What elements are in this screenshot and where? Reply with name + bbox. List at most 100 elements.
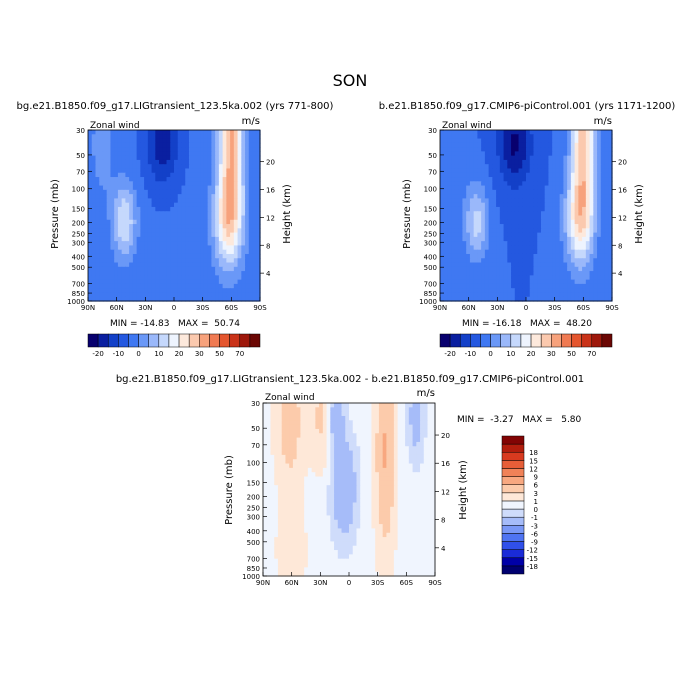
panel-lig-field-cell [117, 292, 123, 298]
panel-lig-field-cell [196, 130, 201, 135]
panel-diff-field-cell [423, 446, 429, 452]
panel-lig-field-cell [207, 236, 212, 242]
panel-control-field-cell [462, 279, 467, 285]
panel-control-field-cell [443, 159, 449, 165]
panel-control-field-cell [563, 198, 568, 204]
panel-control-field-cell [582, 198, 587, 204]
panel-lig-field-cell [166, 283, 171, 289]
panel-lig-field-cell [237, 168, 242, 174]
panel-diff-field-cell [341, 433, 346, 439]
panel-diff-field-cell [292, 411, 298, 417]
panel-lig-field-cell [248, 219, 254, 225]
panel-diff-field-cell [281, 506, 287, 512]
panel-lig-field-cell [252, 258, 257, 264]
panel-control-field-cell [585, 202, 591, 208]
panel-diff-field-cell [326, 476, 331, 482]
panel-lig-field-cell [248, 155, 254, 161]
panel-diff-field-cell [345, 424, 350, 430]
panel-diff-field-cell [319, 485, 324, 491]
panel-diff-field-cell [393, 411, 399, 417]
panel-lig-field-cell [144, 236, 149, 242]
panel-control-field-cell [443, 189, 449, 195]
panel-control-field-cell [522, 134, 527, 140]
panel-control-field-cell [492, 172, 497, 178]
panel-control-field-cell [529, 215, 535, 221]
panel-control-field-cell [533, 288, 538, 294]
panel-lig-field-cell [245, 219, 250, 225]
panel-diff-field-cell [397, 407, 402, 413]
panel-control-field-cell [488, 185, 493, 191]
panel-control-colorbar-swatch [530, 333, 542, 348]
panel-control-field-cell [477, 258, 482, 264]
panel-lig-field-cell [211, 266, 216, 272]
panel-lig-field-cell [211, 292, 216, 298]
panel-diff-field-cell [304, 433, 309, 439]
panel-control-field-cell [578, 177, 583, 182]
panel-control-ytick-label: 150 [424, 205, 437, 213]
panel-lig-field-cell [218, 241, 224, 247]
panel-control-field-cell [514, 296, 520, 302]
panel-control-field-cell [514, 168, 520, 174]
panel-control-field-cell [574, 292, 579, 298]
panel-control-field-cell [540, 245, 546, 251]
panel-lig-field-cell [95, 138, 100, 144]
panel-control-field-cell [578, 215, 583, 221]
panel-diff-field-cell [334, 420, 339, 426]
panel-control-field-cell [526, 159, 531, 165]
panel-lig-colorbar-swatch [87, 333, 99, 348]
panel-lig-field-cell [174, 198, 179, 204]
panel-lig-field-cell [252, 228, 257, 234]
panel-diff-field-cell [423, 441, 429, 447]
panel-diff-field-cell [296, 502, 301, 508]
panel-control-field-cell [440, 155, 445, 161]
panel-diff-field-cell [420, 407, 425, 413]
panel-lig-field-cell [207, 164, 212, 170]
panel-diff-field-cell [356, 485, 361, 491]
panel-control-field-cell [544, 164, 550, 170]
panel-lig-field-cell [151, 168, 156, 174]
panel-lig-field-cell [132, 198, 138, 204]
panel-diff-field-cell [397, 502, 402, 508]
panel-diff-field-cell [277, 480, 283, 486]
panel-diff-field-cell [390, 467, 395, 473]
panel-lig-field-cell [151, 275, 156, 281]
panel-lig-field-cell [200, 194, 205, 200]
panel-lig-field-cell [218, 151, 224, 157]
panel-control-field-cell [507, 215, 512, 221]
panel-diff-field-cell [263, 433, 268, 439]
panel-lig-field-cell [188, 202, 194, 208]
panel-control-field-cell [578, 275, 583, 281]
panel-control-field-cell [458, 283, 464, 289]
panel-diff-field-cell [360, 493, 365, 499]
panel-lig-field-cell [248, 296, 254, 302]
panel-lig-field-cell [102, 236, 108, 242]
panel-lig-field-cell [256, 202, 261, 208]
panel-control-field-cell [440, 206, 445, 212]
panel-diff-field-cell [393, 489, 399, 495]
panel-diff-field-cell [378, 424, 384, 430]
panel-control-field-cell [608, 189, 613, 195]
panel-lig-field-cell [207, 262, 212, 268]
panel-lig-field-cell [230, 142, 235, 148]
panel-lig-field-cell [91, 189, 97, 195]
panel-diff-field-cell [401, 502, 406, 508]
panel-diff-field-cell [356, 467, 361, 473]
panel-lig-field-cell [222, 181, 227, 187]
panel-lig-field-cell [192, 194, 198, 200]
panel-diff-field-cell [363, 415, 369, 421]
panel-lig-field-cell [185, 224, 190, 229]
panel-diff-field-cell [367, 415, 373, 421]
panel-diff-field-cell [307, 420, 313, 426]
panel-control-field-cell [440, 228, 445, 234]
panel-lig-field-cell [185, 258, 190, 264]
panel-lig-field-cell [207, 241, 212, 247]
panel-control-field-cell [608, 228, 613, 234]
panel-control-field-cell [488, 288, 493, 294]
panel-diff-field-cell [315, 498, 320, 504]
panel-lig-field-cell [215, 283, 220, 289]
panel-diff-field-cell [431, 433, 436, 439]
panel-control-field-cell [507, 172, 512, 178]
panel-diff-field-cell [378, 485, 384, 491]
panel-control-field-cell [563, 228, 568, 234]
panel-diff-field-cell [423, 420, 429, 426]
